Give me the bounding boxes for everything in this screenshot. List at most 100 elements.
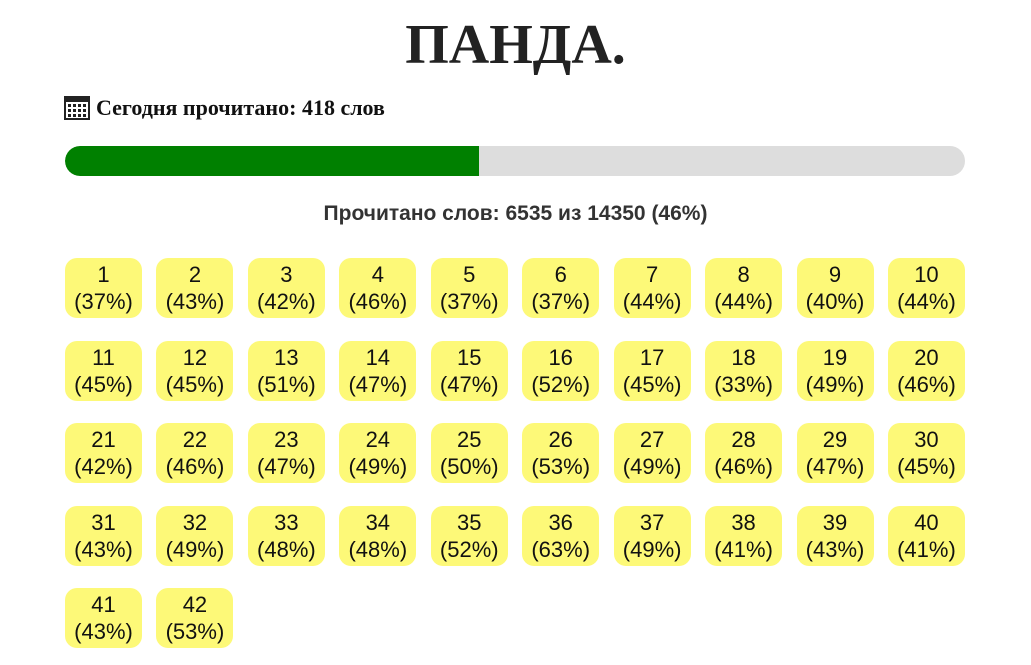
chapter-tile[interactable]: 13 (51%) xyxy=(247,340,325,401)
chapter-number: 36 xyxy=(548,509,573,535)
chapter-percent: (50%) xyxy=(439,454,499,479)
chapter-number: 10 xyxy=(914,262,939,287)
chapter-tile[interactable]: 12 (45%) xyxy=(156,340,234,401)
chapter-number: 11 xyxy=(92,344,115,370)
chapter-percent: (45%) xyxy=(165,371,225,397)
chapter-tile[interactable]: 15 (47%) xyxy=(430,340,508,401)
chapter-percent: (51%) xyxy=(257,371,316,397)
chapter-tile[interactable]: 39 (43%) xyxy=(796,505,874,566)
chapter-tile[interactable]: 11 (45%) xyxy=(65,340,142,401)
chapter-tile[interactable]: 25 (50%) xyxy=(430,423,508,483)
chapter-tile[interactable]: 3 (42%) xyxy=(247,258,325,318)
chapter-tile[interactable]: 8 (44%) xyxy=(705,258,783,318)
chapter-percent: (44%) xyxy=(897,289,956,314)
chapter-percent: (42%) xyxy=(257,289,316,314)
chapter-percent: (41%) xyxy=(897,536,956,562)
chapter-percent: (49%) xyxy=(622,536,682,562)
chapter-number: 9 xyxy=(828,262,842,287)
chapter-tile[interactable]: 26 (53%) xyxy=(522,423,600,483)
chapter-number: 42 xyxy=(182,592,208,617)
chapter-tile[interactable]: 9 (40%) xyxy=(796,258,874,318)
chapter-tile[interactable]: 28 (46%) xyxy=(705,423,783,483)
chapter-number: 32 xyxy=(182,509,208,535)
chapter-tile[interactable]: 41 (43%) xyxy=(65,588,142,648)
chapter-tile[interactable]: 31 (43%) xyxy=(65,505,142,566)
chapter-number: 26 xyxy=(548,427,573,452)
chapter-number: 22 xyxy=(182,427,208,452)
chapter-tile[interactable]: 24 (49%) xyxy=(339,423,417,483)
chapter-number: 7 xyxy=(646,262,659,287)
chapter-percent: (46%) xyxy=(714,454,773,479)
page-title: ПАНДА. xyxy=(405,14,626,76)
progress-fill xyxy=(65,146,479,176)
chapter-tile[interactable]: 30 (45%) xyxy=(887,423,965,483)
today-text: Сегодня прочитано: 418 слов xyxy=(96,95,385,120)
chapter-tile[interactable]: 14 (47%) xyxy=(339,340,417,401)
chapter-tile[interactable]: 36 (63%) xyxy=(522,505,600,566)
chapter-percent: (52%) xyxy=(439,536,499,562)
chapter-tile[interactable]: 27 (49%) xyxy=(613,423,691,483)
chapter-number: 28 xyxy=(731,427,756,452)
chapter-percent: (44%) xyxy=(714,289,773,314)
chapter-tile[interactable]: 4 (46%) xyxy=(339,258,417,318)
chapter-number: 23 xyxy=(274,427,299,452)
chapter-percent: (52%) xyxy=(531,371,591,397)
chapter-tile[interactable]: 40 (41%) xyxy=(887,505,965,566)
chapter-number: 2 xyxy=(188,262,202,287)
chapter-number: 29 xyxy=(822,427,848,452)
chapter-number: 31 xyxy=(91,509,116,535)
chapter-tile[interactable]: 17 (45%) xyxy=(613,340,691,401)
chapter-tile[interactable]: 23 (47%) xyxy=(247,423,325,483)
chapter-tile[interactable]: 32 (49%) xyxy=(156,505,234,566)
chapter-number: 4 xyxy=(371,262,384,287)
chapter-tile[interactable]: 34 (48%) xyxy=(339,505,417,566)
chapter-tile[interactable]: 2 (43%) xyxy=(156,258,234,318)
chapter-tile[interactable]: 20 (46%) xyxy=(887,340,965,401)
chapter-number: 17 xyxy=(639,344,665,370)
chapter-percent: (63%) xyxy=(531,536,591,562)
today-line: Сегодня прочитано: 418 слов xyxy=(64,95,385,121)
chapter-tile[interactable]: 1 (37%) xyxy=(65,258,142,318)
chapter-percent: (40%) xyxy=(805,289,865,314)
chapter-tile[interactable]: 35 (52%) xyxy=(430,505,508,566)
chapter-tile[interactable]: 21 (42%) xyxy=(65,423,142,483)
chapter-percent: (43%) xyxy=(74,536,133,562)
chapter-number: 30 xyxy=(914,427,939,452)
chapter-percent: (49%) xyxy=(348,454,408,479)
chapter-number: 20 xyxy=(914,344,939,370)
chapter-tile[interactable]: 29 (47%) xyxy=(796,423,874,483)
chapter-tile[interactable]: 42 (53%) xyxy=(156,588,234,648)
chapter-percent: (44%) xyxy=(622,289,682,314)
chapter-tile[interactable]: 33 (48%) xyxy=(247,505,325,566)
chapter-number: 40 xyxy=(914,509,939,535)
chapter-percent: (47%) xyxy=(439,371,499,397)
chapter-number: 5 xyxy=(463,262,476,287)
chapter-percent: (46%) xyxy=(165,454,225,479)
chapter-tile[interactable]: 38 (41%) xyxy=(705,505,783,566)
chapter-percent: (53%) xyxy=(165,619,225,644)
chapter-percent: (47%) xyxy=(348,371,408,397)
chapter-tile[interactable]: 18 (33%) xyxy=(705,340,783,401)
chapter-percent: (49%) xyxy=(805,371,865,397)
chapter-tile[interactable]: 16 (52%) xyxy=(522,340,600,401)
chapter-percent: (45%) xyxy=(897,454,956,479)
chapter-number: 6 xyxy=(554,262,567,287)
chapter-tile[interactable]: 22 (46%) xyxy=(156,423,234,483)
chapter-tile[interactable]: 5 (37%) xyxy=(430,258,508,318)
chapter-tile[interactable]: 10 (44%) xyxy=(887,258,965,318)
chapter-number: 16 xyxy=(548,344,573,370)
chapter-tile[interactable]: 7 (44%) xyxy=(613,258,691,318)
progress-label: Прочитано слов: 6535 из 14350 (46%) xyxy=(323,202,708,225)
chapter-number: 14 xyxy=(365,344,391,370)
chapter-tile[interactable]: 19 (49%) xyxy=(796,340,874,401)
chapter-tile[interactable]: 6 (37%) xyxy=(522,258,600,318)
chapter-percent: (43%) xyxy=(805,536,865,562)
chapter-number: 8 xyxy=(737,262,750,287)
chapter-percent: (46%) xyxy=(348,289,408,314)
chapter-number: 35 xyxy=(457,509,482,535)
chapter-percent: (43%) xyxy=(74,619,133,644)
chapter-number: 15 xyxy=(457,344,482,370)
chapter-tile[interactable]: 37 (49%) xyxy=(613,505,691,566)
